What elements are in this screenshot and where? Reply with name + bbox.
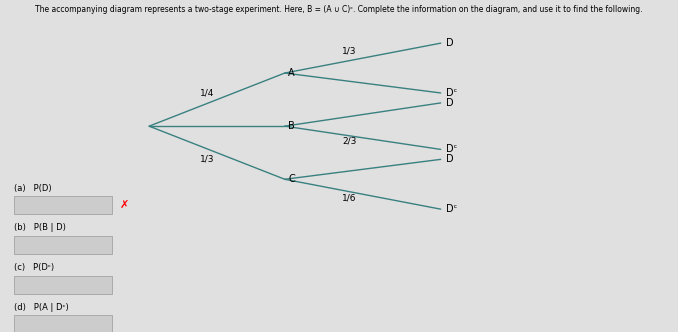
- Text: B: B: [288, 121, 295, 131]
- FancyBboxPatch shape: [14, 236, 112, 254]
- Text: The accompanying diagram represents a two-stage experiment. Here, B = (A ∪ C)ᶜ. : The accompanying diagram represents a tw…: [35, 5, 643, 14]
- FancyBboxPatch shape: [14, 315, 112, 332]
- Text: 1/6: 1/6: [342, 193, 357, 202]
- Text: 1/3: 1/3: [199, 155, 214, 164]
- Text: C: C: [288, 174, 295, 184]
- Text: Dᶜ: Dᶜ: [446, 88, 458, 98]
- FancyBboxPatch shape: [14, 196, 112, 214]
- Text: Dᶜ: Dᶜ: [446, 204, 458, 214]
- Text: 2/3: 2/3: [342, 136, 357, 146]
- Text: (d)   P(A | Dᶜ): (d) P(A | Dᶜ): [14, 303, 68, 312]
- Text: ✗: ✗: [120, 200, 129, 210]
- Text: (c)   P(Dᶜ): (c) P(Dᶜ): [14, 263, 54, 272]
- Text: D: D: [446, 98, 454, 108]
- Text: Dᶜ: Dᶜ: [446, 144, 458, 154]
- Text: 1/3: 1/3: [342, 47, 357, 56]
- Text: A: A: [288, 68, 295, 78]
- Text: (b)   P(B | D): (b) P(B | D): [14, 223, 66, 232]
- Text: (a)   P(D): (a) P(D): [14, 184, 51, 193]
- Text: 1/4: 1/4: [199, 88, 214, 98]
- Text: D: D: [446, 154, 454, 164]
- FancyBboxPatch shape: [14, 276, 112, 294]
- Text: D: D: [446, 38, 454, 48]
